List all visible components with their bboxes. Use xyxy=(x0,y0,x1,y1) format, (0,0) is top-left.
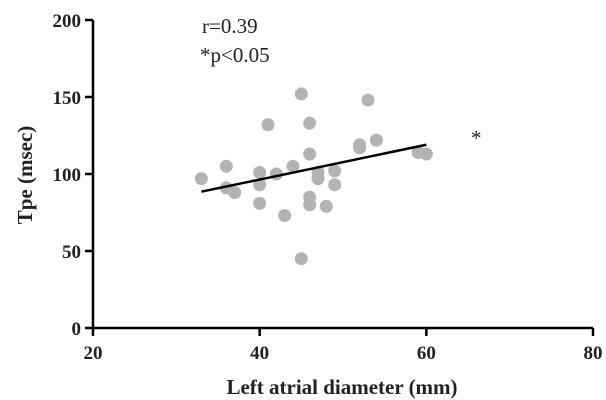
axes: 0 50 100 150 200 20 40 60 80 xyxy=(53,11,603,364)
x-tick-label: 80 xyxy=(584,343,603,364)
significance-annotation: *p<0.05 xyxy=(200,43,270,67)
x-tick-label: 60 xyxy=(417,343,436,364)
data-point xyxy=(294,252,308,266)
y-axis-title: Tpe (msec) xyxy=(13,126,37,225)
data-point xyxy=(328,164,342,178)
y-tick-label: 0 xyxy=(72,319,82,340)
regression-line xyxy=(201,143,427,193)
data-point xyxy=(253,196,267,210)
data-point xyxy=(294,87,308,101)
data-point xyxy=(219,159,233,173)
data-point xyxy=(369,133,383,147)
data-point xyxy=(319,199,333,213)
data-point xyxy=(303,147,317,161)
data-point xyxy=(278,209,292,223)
regression-line-group xyxy=(201,143,427,193)
data-point xyxy=(419,147,433,161)
data-point xyxy=(228,185,242,199)
data-point xyxy=(303,116,317,130)
y-tick-label: 50 xyxy=(62,242,81,263)
y-tick-label: 200 xyxy=(53,11,82,32)
significance-star: * xyxy=(471,126,482,150)
y-tick-label: 150 xyxy=(53,88,82,109)
y-tick-label: 100 xyxy=(53,165,82,186)
data-points xyxy=(194,87,433,266)
data-point xyxy=(353,141,367,155)
correlation-annotation: r=0.39 xyxy=(202,14,258,38)
data-point xyxy=(303,198,317,212)
data-point xyxy=(253,165,267,179)
data-point xyxy=(328,178,342,192)
data-point xyxy=(311,172,325,186)
data-point xyxy=(361,93,375,107)
data-point xyxy=(286,159,300,173)
x-tick-label: 20 xyxy=(84,343,103,364)
data-point xyxy=(194,172,208,186)
x-axis-title: Left atrial diameter (mm) xyxy=(226,375,457,399)
x-tick-label: 40 xyxy=(250,343,269,364)
data-point xyxy=(261,118,275,132)
data-point xyxy=(253,178,267,192)
